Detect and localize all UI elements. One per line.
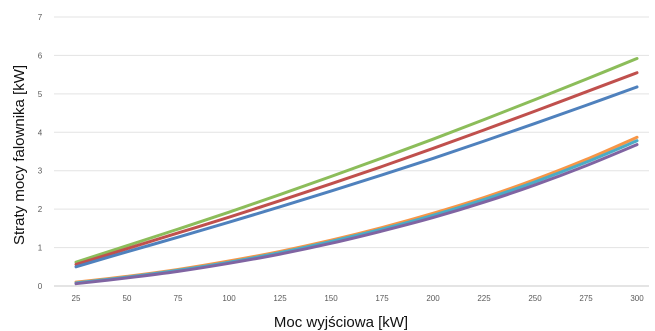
- x-tick-label-25: 25: [72, 294, 81, 303]
- grid-lines: [54, 16, 649, 287]
- x-axis-title: Moc wyjściowa [kW]: [274, 314, 408, 331]
- y-tick-label-2: 2: [38, 205, 43, 214]
- y-tick-label-1: 1: [38, 244, 43, 253]
- series-line-4: [74, 135, 639, 284]
- series-line-6: [74, 143, 639, 286]
- x-tick-label-250: 250: [528, 294, 542, 303]
- series-lines: [74, 57, 639, 286]
- series-line-3: [74, 85, 639, 269]
- x-tick-label-50: 50: [123, 294, 132, 303]
- y-axis-ticks: 0 1 2 3 4 5 6 7: [38, 13, 43, 291]
- y-axis-title: Straty mocy falownika [kW]: [11, 65, 28, 245]
- y-tick-label-3: 3: [38, 167, 43, 176]
- x-tick-label-75: 75: [174, 294, 183, 303]
- series-line-2: [74, 71, 639, 266]
- x-tick-label-150: 150: [324, 294, 338, 303]
- x-tick-label-225: 225: [477, 294, 491, 303]
- series-line-5: [74, 139, 639, 285]
- x-tick-label-300: 300: [630, 294, 644, 303]
- x-tick-label-175: 175: [375, 294, 389, 303]
- x-axis-ticks: 25 50 75 100 125 150 175 200 225 250 275 300: [72, 294, 645, 303]
- series-line-1: [74, 57, 639, 264]
- y-tick-label-0: 0: [38, 282, 43, 291]
- x-tick-label-100: 100: [222, 294, 236, 303]
- y-tick-label-5: 5: [38, 90, 43, 99]
- x-tick-label-200: 200: [426, 294, 440, 303]
- x-tick-label-125: 125: [273, 294, 287, 303]
- y-tick-label-4: 4: [38, 128, 43, 137]
- x-tick-label-275: 275: [579, 294, 593, 303]
- y-tick-label-7: 7: [38, 13, 43, 22]
- y-tick-label-6: 6: [38, 51, 43, 60]
